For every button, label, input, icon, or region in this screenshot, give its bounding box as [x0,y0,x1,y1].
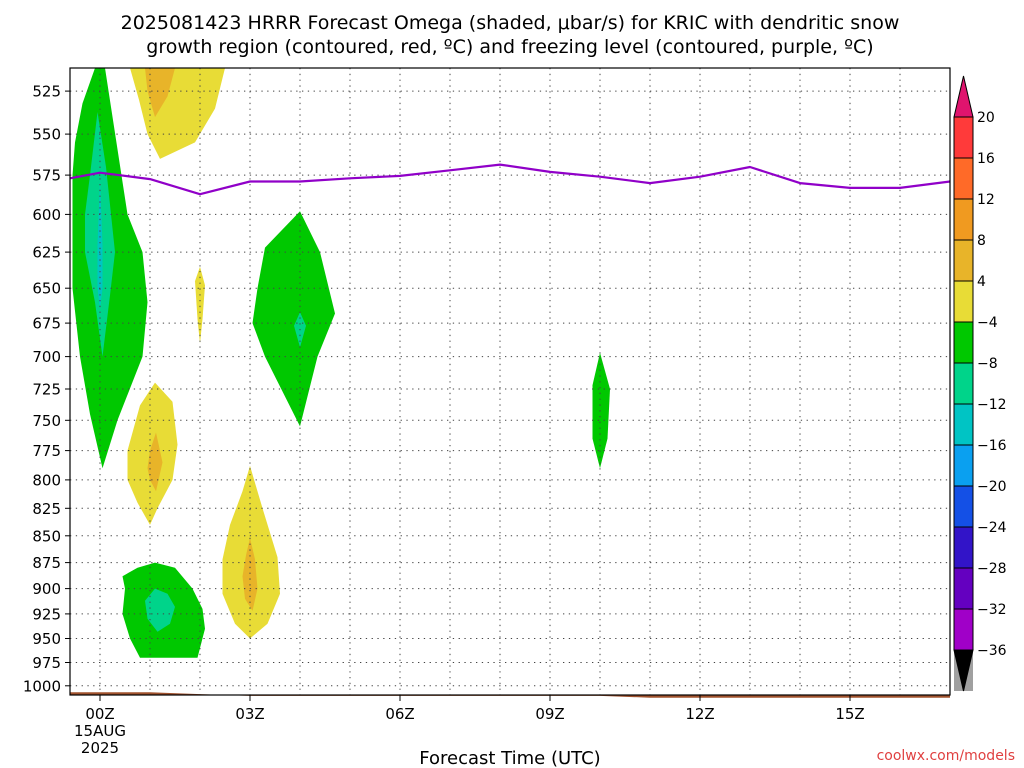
y-tick-label: 725 [32,381,61,399]
y-tick-label: 600 [32,206,61,224]
y-tick-label: 700 [32,348,61,366]
colorbar-top-arrow [953,75,974,118]
colorbar-segment [954,322,973,363]
y-tick-label: 625 [32,244,61,262]
colorbar-label: −28 [977,561,1007,577]
colorbar-label: 4 [977,274,986,290]
colorbar-segment [954,363,973,404]
y-tick-label: 525 [32,83,61,101]
y-tick-label: 775 [32,442,61,460]
omega-region-7 [145,588,175,632]
y-tick-label: 925 [32,605,61,623]
x-tick-label: 03Z [235,705,264,723]
colorbar-label: −4 [977,315,998,331]
colorbar-label: −16 [977,438,1007,454]
x-axis-title: Forecast Time (UTC) [419,748,600,768]
omega-region-12 [147,432,163,492]
freezing-level-line [69,163,951,196]
y-axis-ticks: 525 550 575 600 625 650 675 700 725 750 775 800 825 8… [23,83,70,695]
chart-title-line-2: growth region (contoured, red, ºC) and f… [146,36,873,58]
colorbar-label: 20 [977,110,995,126]
omega-region-2 [97,179,103,310]
x-tick-label: 15AUG [74,722,126,740]
y-tick-label: 650 [32,280,61,298]
y-tick-label: 950 [32,630,61,648]
colorbar-label: −24 [977,520,1007,536]
y-tick-label: 1000 [23,677,61,695]
colorbar-segment [954,445,973,486]
x-tick-label: 12Z [685,705,714,723]
omega-region-9 [145,68,175,118]
colorbar-segment [954,199,973,240]
colorbar-segment [954,568,973,609]
colorbar-label: −12 [977,397,1007,413]
colorbar-segment [954,158,973,199]
colorbar-segment [954,486,973,527]
colorbar-label: 16 [977,151,995,167]
colorbar-segment [954,117,973,158]
plot-frame [69,67,951,696]
omega-region-10 [195,266,205,344]
colorbar: 20 16 12 8 4 −4 −8 −12 −16 −20 −24 −28 −32 −36 [953,75,1007,692]
colorbar-segment [954,527,973,568]
omega-region-5 [592,352,610,469]
omega-region-14 [242,538,258,611]
y-tick-label: 825 [32,500,61,518]
x-tick-label: 06Z [385,705,414,723]
colorbar-label: −8 [977,356,998,372]
colorbar-segment [954,609,973,650]
colorbar-label: −20 [977,479,1007,495]
chart-title-line-1: 2025081423 HRRR Forecast Omega (shaded, … [121,12,900,34]
y-tick-label: 675 [32,315,61,333]
colorbar-label: −36 [977,643,1007,659]
colorbar-segment [954,240,973,281]
x-tick-label: 09Z [535,705,564,723]
plot-background [70,68,950,695]
x-tick-label: 2025 [81,739,119,757]
grid-lines [70,68,951,695]
colorbar-segment [954,281,973,322]
colorbar-label: 12 [977,192,995,208]
omega-shading [72,68,610,658]
colorbar-label: −32 [977,602,1007,618]
y-tick-label: 550 [32,126,61,144]
colorbar-label: 8 [977,233,986,249]
y-tick-label: 575 [32,167,61,185]
y-tick-label: 875 [32,554,61,572]
y-tick-label: 850 [32,527,61,545]
colorbar-segment [954,404,973,445]
y-tick-label: 750 [32,412,61,430]
freezing-level-contour [69,163,951,196]
credit-label: coolwx.com/models [877,748,1015,764]
x-tick-label: 00Z [85,705,114,723]
x-tick-label: 15Z [835,705,864,723]
y-tick-label: 800 [32,471,61,489]
y-tick-label: 900 [32,580,61,598]
y-tick-label: 975 [32,654,61,672]
omega-region-3 [252,211,335,427]
